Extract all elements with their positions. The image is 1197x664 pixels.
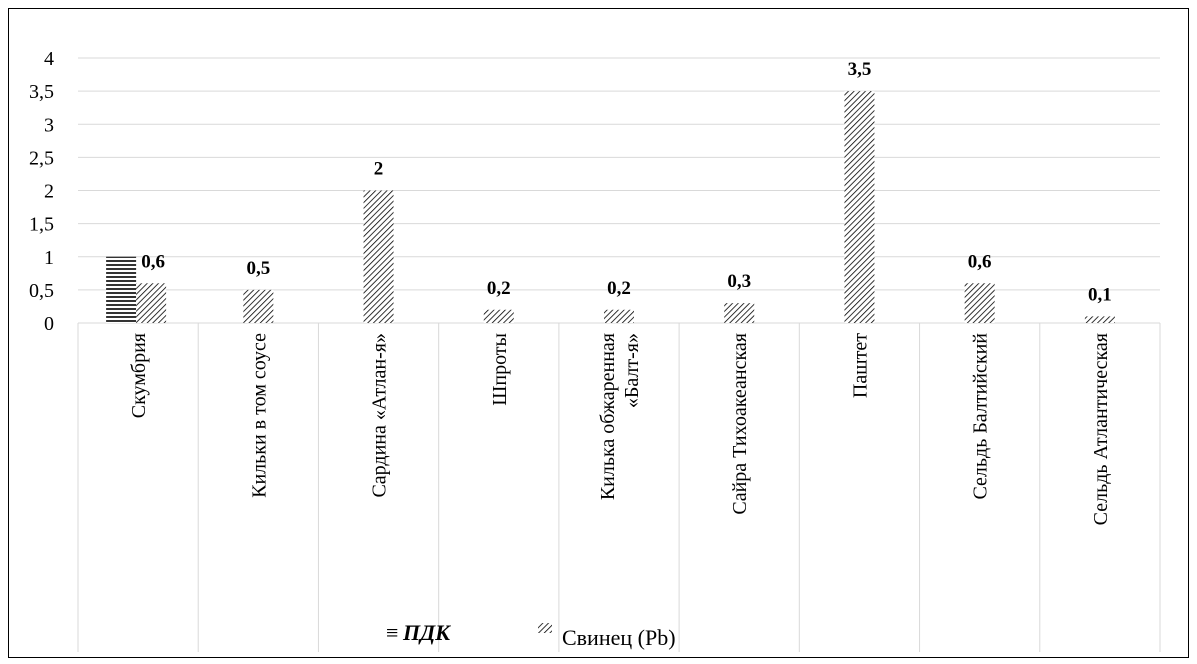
legend-pb-marker-icon [538,623,552,633]
y-tick-label: 1 [44,247,54,269]
bar-lead [363,190,394,323]
bar-lead [724,303,755,323]
category-label: Сельдь Атлантическая [1090,333,1112,525]
bar-lead [136,283,167,323]
y-tick-label: 0 [44,313,54,335]
legend: ≡ ПДК Свинец (Pb) [386,620,676,650]
category-label: Шпроты [489,333,511,406]
data-label: 0,1 [1088,284,1112,305]
category-label: Сардина «Атлан-я» [369,333,391,498]
category-labels: Скумбрия Кильки в том соусе Сардина «Атлан… [128,333,1112,526]
legend-pdk-label: ПДК [402,620,451,645]
legend-pdk-marker: ≡ [386,620,398,645]
data-labels: 0,6 0,5 2 0,2 0,2 0,3 3,5 0,6 0,1 [141,59,1112,305]
data-label: 3,5 [848,59,872,80]
y-tick-label: 3,5 [29,81,54,103]
category-label: Сельдь Балтийский [970,333,992,500]
data-label: 0,3 [727,271,751,292]
bar-lead [604,309,634,323]
category-label: Сайра Тихоакеанская [729,333,751,515]
data-label: 0,2 [487,278,511,299]
category-label: Кильки в том соусе [248,333,270,498]
data-label: 0,2 [607,278,631,299]
y-axis-tick-labels: 0 0,5 1 1,5 2 2,5 3 3,5 4 [29,48,54,335]
bar-pdk [106,256,137,323]
bar-lead [1084,316,1115,323]
category-label: Скумбрия [128,333,150,418]
legend-pb-label: Свинец (Pb) [562,625,676,650]
bar-lead [243,289,274,323]
data-label: 0,6 [968,251,992,272]
data-label: 2 [374,159,384,180]
gridlines [77,57,1161,652]
bar-lead [844,91,875,323]
y-tick-label: 1,5 [29,214,54,236]
y-tick-label: 2 [44,181,54,203]
y-tick-label: 4 [44,48,54,70]
bars [106,91,1115,323]
y-tick-label: 2,5 [29,147,54,169]
chart-frame [8,8,1189,658]
data-label: 0,6 [141,251,165,272]
category-label: Килька обжаренная [597,333,619,500]
bar-lead [483,309,514,323]
category-label: Паштет [849,333,871,398]
bar-lead [964,283,995,323]
y-tick-label: 3 [44,114,54,136]
y-tick-label: 0,5 [29,280,54,302]
category-label: «Балт-я» [621,333,643,408]
data-label: 0,5 [246,258,270,279]
